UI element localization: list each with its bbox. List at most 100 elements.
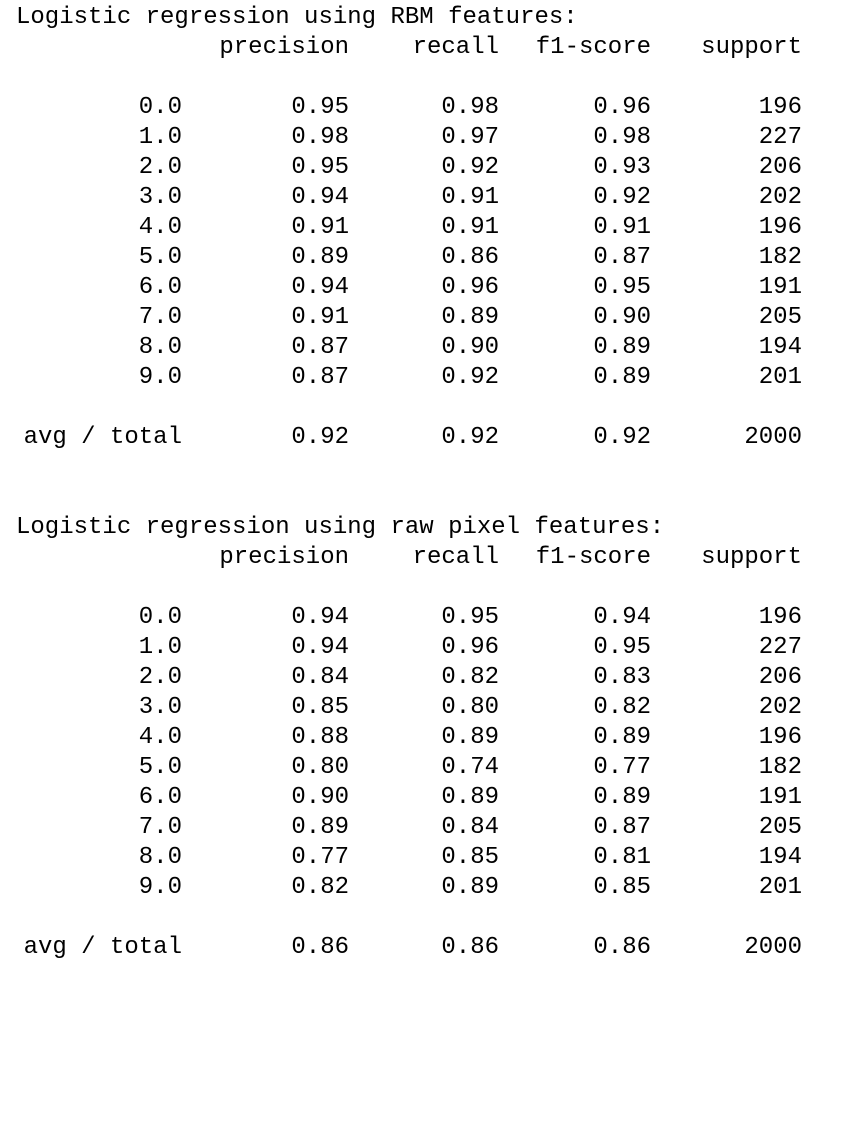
cell-precision: 0.91	[291, 214, 349, 241]
cell-f1-score: 0.82	[593, 694, 651, 721]
header-support: support	[701, 544, 802, 571]
cell-precision: 0.91	[291, 304, 349, 331]
cell-precision: 0.87	[291, 364, 349, 391]
row-label: 8.0	[138, 334, 182, 361]
table-row: 3.0 0.85 0.80 0.82 202	[16, 693, 816, 723]
cell-f1-score: 0.91	[593, 214, 651, 241]
report-title-line: Logistic regression using raw pixel feat…	[16, 513, 816, 543]
cell-recall: 0.89	[441, 874, 499, 901]
row-label: 2.0	[138, 664, 182, 691]
cell-recall: 0.92	[441, 424, 499, 451]
cell-precision: 0.90	[291, 784, 349, 811]
cell-support: 191	[758, 274, 802, 301]
table-row: 2.0 0.84 0.82 0.83 206	[16, 663, 816, 693]
table-row: 8.0 0.87 0.90 0.89 194	[16, 333, 816, 363]
class-rows: 0.0 0.95 0.98 0.96 196 1.0 0.98 0.97 0.98 227 2.0 0…	[16, 93, 816, 393]
cell-support: 194	[758, 844, 802, 871]
cell-support: 201	[758, 874, 802, 901]
cell-recall: 0.96	[441, 634, 499, 661]
table-row: 7.0 0.91 0.89 0.90 205	[16, 303, 816, 333]
blank-line	[16, 903, 816, 933]
cell-support: 196	[758, 214, 802, 241]
cell-f1-score: 0.89	[593, 784, 651, 811]
row-label: 7.0	[138, 304, 182, 331]
cell-precision: 0.88	[291, 724, 349, 751]
report-title: Logistic regression using raw pixel feat…	[16, 514, 665, 541]
cell-f1-score: 0.95	[593, 634, 651, 661]
cell-f1-score: 0.96	[593, 94, 651, 121]
cell-f1-score: 0.89	[593, 364, 651, 391]
cell-f1-score: 0.87	[593, 814, 651, 841]
row-label: 1.0	[138, 634, 182, 661]
cell-precision: 0.89	[291, 244, 349, 271]
total-row: avg / total 0.86 0.86 0.86 2000	[16, 933, 816, 963]
cell-recall: 0.85	[441, 844, 499, 871]
row-label: 5.0	[138, 244, 182, 271]
cell-precision: 0.98	[291, 124, 349, 151]
row-label: 6.0	[138, 784, 182, 811]
header-f1-score: f1-score	[535, 544, 651, 571]
cell-support: 2000	[744, 424, 802, 451]
cell-precision: 0.85	[291, 694, 349, 721]
cell-precision: 0.94	[291, 184, 349, 211]
header-row: precision recall f1-score support	[16, 33, 816, 63]
row-label: 0.0	[138, 94, 182, 121]
table-row: 1.0 0.94 0.96 0.95 227	[16, 633, 816, 663]
cell-recall: 0.80	[441, 694, 499, 721]
cell-recall: 0.92	[441, 364, 499, 391]
row-label: 4.0	[138, 214, 182, 241]
cell-precision: 0.87	[291, 334, 349, 361]
header-precision: precision	[219, 544, 349, 571]
table-row: 4.0 0.88 0.89 0.89 196	[16, 723, 816, 753]
cell-support: 196	[758, 724, 802, 751]
cell-support: 227	[758, 124, 802, 151]
row-label: 8.0	[138, 844, 182, 871]
cell-precision: 0.95	[291, 154, 349, 181]
cell-precision: 0.82	[291, 874, 349, 901]
row-label: avg / total	[23, 424, 182, 451]
table-row: 2.0 0.95 0.92 0.93 206	[16, 153, 816, 183]
row-label: 1.0	[138, 124, 182, 151]
cell-recall: 0.89	[441, 304, 499, 331]
cell-support: 227	[758, 634, 802, 661]
class-rows: 0.0 0.94 0.95 0.94 196 1.0 0.94 0.96 0.95 227 2.0 0…	[16, 603, 816, 903]
cell-f1-score: 0.95	[593, 274, 651, 301]
cell-recall: 0.97	[441, 124, 499, 151]
report-title: Logistic regression using RBM features:	[16, 4, 578, 31]
cell-recall: 0.86	[441, 934, 499, 961]
row-label: 2.0	[138, 154, 182, 181]
cell-support: 182	[758, 244, 802, 271]
table-row: 6.0 0.94 0.96 0.95 191	[16, 273, 816, 303]
cell-precision: 0.84	[291, 664, 349, 691]
cell-support: 2000	[744, 934, 802, 961]
table-row: 0.0 0.95 0.98 0.96 196	[16, 93, 816, 123]
table-row: 7.0 0.89 0.84 0.87 205	[16, 813, 816, 843]
cell-f1-score: 0.83	[593, 664, 651, 691]
cell-precision: 0.94	[291, 634, 349, 661]
row-label: 0.0	[138, 604, 182, 631]
cell-f1-score: 0.98	[593, 124, 651, 151]
cell-precision: 0.95	[291, 94, 349, 121]
cell-recall: 0.96	[441, 274, 499, 301]
cell-precision: 0.94	[291, 604, 349, 631]
table-row: 5.0 0.80 0.74 0.77 182	[16, 753, 816, 783]
blank-line	[16, 573, 816, 603]
header-recall: recall	[412, 544, 499, 571]
classification-report-rbm: Logistic regression using RBM features: …	[16, 3, 816, 453]
table-row: 0.0 0.94 0.95 0.94 196	[16, 603, 816, 633]
cell-recall: 0.98	[441, 94, 499, 121]
cell-support: 191	[758, 784, 802, 811]
report-title-line: Logistic regression using RBM features:	[16, 3, 816, 33]
cell-precision: 0.92	[291, 424, 349, 451]
row-label: 3.0	[138, 184, 182, 211]
row-label: 7.0	[138, 814, 182, 841]
cell-recall: 0.90	[441, 334, 499, 361]
cell-precision: 0.86	[291, 934, 349, 961]
cell-f1-score: 0.92	[593, 184, 651, 211]
table-row: 1.0 0.98 0.97 0.98 227	[16, 123, 816, 153]
cell-precision: 0.89	[291, 814, 349, 841]
cell-support: 194	[758, 334, 802, 361]
header-f1-score: f1-score	[535, 34, 651, 61]
cell-recall: 0.82	[441, 664, 499, 691]
table-row: 6.0 0.90 0.89 0.89 191	[16, 783, 816, 813]
